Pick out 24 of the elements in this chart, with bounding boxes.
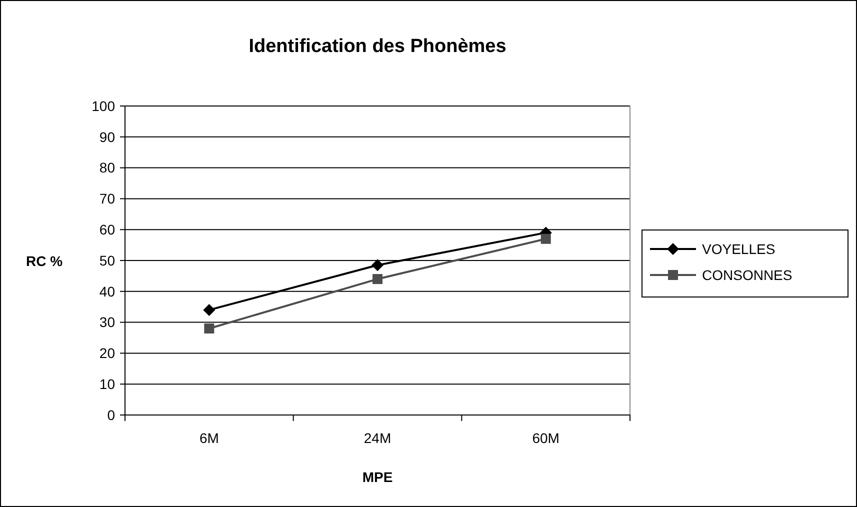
point: [372, 259, 384, 272]
y-tick-label: 40: [99, 283, 116, 300]
y-tick-label: 90: [99, 128, 116, 145]
chart-title: Identification des Phonèmes: [248, 36, 506, 57]
y-tick-label: 80: [99, 160, 116, 176]
legend-label: VOYELLES: [702, 240, 776, 257]
y-axis-title: RC %: [26, 252, 64, 269]
x-tick-label: 60M: [532, 430, 560, 446]
y-tick-label: 60: [99, 222, 116, 238]
point: [204, 323, 214, 334]
y-tick-label: 20: [99, 345, 116, 362]
x-tick-label: 24M: [364, 430, 392, 446]
y-tick-label: 50: [99, 252, 116, 268]
legend-label: CONSONNES: [702, 266, 792, 283]
point: [372, 274, 382, 284]
x-axis-title: MPE: [362, 469, 393, 485]
y-tick-label: 0: [107, 406, 116, 423]
point: [540, 234, 551, 244]
x-tick-label: 6M: [199, 430, 219, 446]
y-tick-label: 10: [99, 376, 116, 392]
y-tick-label: 70: [99, 190, 116, 207]
y-tick-label: 30: [99, 314, 116, 330]
y-tick-label: 100: [92, 98, 116, 114]
point: [203, 304, 216, 316]
